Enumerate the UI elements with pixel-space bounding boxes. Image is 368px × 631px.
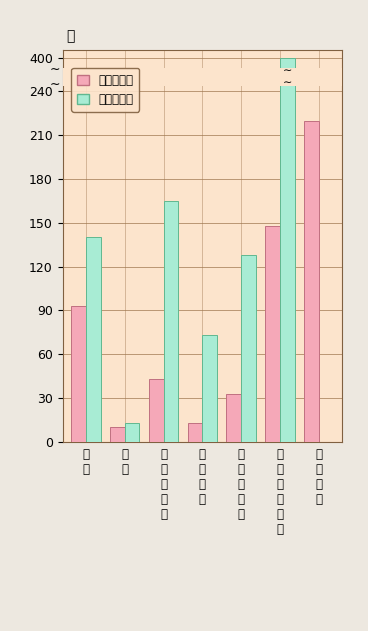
Text: 職
業
準
備
訓
練: 職 業 準 備 訓 練 [277, 448, 284, 536]
Text: 相
談: 相 談 [82, 448, 89, 476]
Text: ∼
∼: ∼ ∼ [283, 66, 292, 88]
Text: 適
応
指
導: 適 応 指 導 [199, 448, 206, 506]
Bar [63, 68, 342, 86]
Bar [163, 201, 178, 442]
Bar [202, 335, 217, 442]
Text: 相
談
・
検
査: 相 談 ・ 検 査 [160, 448, 167, 521]
Text: 計
画
の
策
定: 計 画 の 策 定 [238, 448, 245, 521]
Bar [304, 121, 319, 442]
Text: 件: 件 [67, 29, 75, 43]
Legend: 身体障害者, 精神薄弱者: 身体障害者, 精神薄弱者 [71, 68, 139, 112]
Bar [86, 237, 100, 442]
Bar [280, 58, 295, 442]
Bar [226, 394, 241, 442]
Bar [125, 423, 139, 442]
Bar [149, 379, 163, 442]
Text: 検
査: 検 査 [121, 448, 128, 476]
Bar [110, 427, 125, 442]
Text: ∼
∼: ∼ ∼ [50, 62, 61, 91]
Bar [241, 255, 256, 442]
Text: 職
業
講
習: 職 業 講 習 [315, 448, 322, 506]
Bar [265, 226, 280, 442]
Bar [188, 423, 202, 442]
Bar [71, 306, 86, 442]
